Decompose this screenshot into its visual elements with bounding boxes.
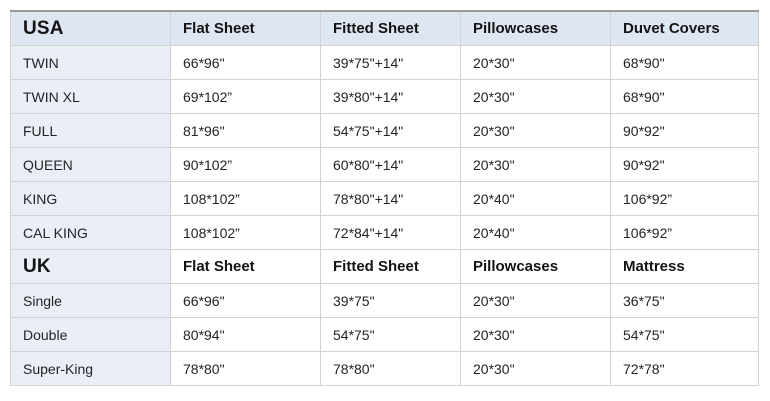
size-cell: 20*40" [460,215,611,250]
uk-header-row: UK Flat Sheet Fitted Sheet Pillowcases M… [10,249,759,284]
size-cell: 20*30" [460,45,611,80]
table-row-full: FULL 81*96" 54*75"+14" 20*30" 90*92" [10,113,759,148]
size-cell: 20*30" [460,79,611,114]
region-header-uk: UK [10,249,171,284]
size-cell: 20*30" [460,317,611,352]
bedding-size-table: USA Flat Sheet Fitted Sheet Pillowcases … [10,10,759,386]
size-cell: 78*80" [170,351,321,386]
row-label-cal-king: CAL KING [10,215,171,250]
table-row-twin: TWIN 66*96" 39*75"+14" 20*30" 68*90" [10,45,759,80]
size-cell: 39*80"+14" [320,79,461,114]
usa-col-header-fitted-sheet: Fitted Sheet [320,10,461,46]
row-label-full: FULL [10,113,171,148]
table-row-cal-king: CAL KING 108*102” 72*84"+14" 20*40" 106*… [10,215,759,250]
size-cell: 60*80"+14" [320,147,461,182]
size-cell: 69*102” [170,79,321,114]
size-cell: 66*96" [170,283,321,318]
size-cell: 66*96" [170,45,321,80]
usa-col-header-flat-sheet: Flat Sheet [170,10,321,46]
row-label-double: Double [10,317,171,352]
size-cell: 20*40" [460,181,611,216]
size-cell: 20*30" [460,147,611,182]
table-row-double: Double 80*94" 54*75" 20*30" 54*75" [10,317,759,352]
size-cell: 54*75" [320,317,461,352]
size-cell: 20*30" [460,283,611,318]
size-cell: 106*92” [610,181,759,216]
row-label-super-king: Super-King [10,351,171,386]
usa-col-header-duvet-covers: Duvet Covers [610,10,759,46]
uk-col-header-pillowcases: Pillowcases [460,249,611,284]
size-cell: 39*75" [320,283,461,318]
size-cell: 80*94" [170,317,321,352]
usa-header-row: USA Flat Sheet Fitted Sheet Pillowcases … [10,10,759,46]
size-cell: 90*92" [610,147,759,182]
size-cell: 39*75"+14" [320,45,461,80]
size-cell: 78*80"+14" [320,181,461,216]
size-cell: 72*78" [610,351,759,386]
row-label-twin-xl: TWIN XL [10,79,171,114]
region-header-usa: USA [10,10,171,46]
row-label-king: KING [10,181,171,216]
table-row-king: KING 108*102” 78*80"+14" 20*40" 106*92” [10,181,759,216]
size-cell: 54*75" [610,317,759,352]
uk-col-header-fitted-sheet: Fitted Sheet [320,249,461,284]
table-row-super-king: Super-King 78*80" 78*80" 20*30" 72*78" [10,351,759,386]
row-label-single: Single [10,283,171,318]
size-cell: 78*80" [320,351,461,386]
size-cell: 108*102” [170,215,321,250]
usa-col-header-pillowcases: Pillowcases [460,10,611,46]
table-row-queen: QUEEN 90*102” 60*80"+14" 20*30" 90*92" [10,147,759,182]
size-cell: 20*30" [460,113,611,148]
size-cell: 72*84"+14" [320,215,461,250]
table-row-twin-xl: TWIN XL 69*102” 39*80"+14" 20*30" 68*90" [10,79,759,114]
uk-col-header-mattress: Mattress [610,249,759,284]
row-label-twin: TWIN [10,45,171,80]
size-cell: 90*102” [170,147,321,182]
size-cell: 20*30" [460,351,611,386]
table-row-single: Single 66*96" 39*75" 20*30" 36*75" [10,283,759,318]
size-cell: 90*92" [610,113,759,148]
size-cell: 68*90" [610,79,759,114]
row-label-queen: QUEEN [10,147,171,182]
size-cell: 106*92” [610,215,759,250]
size-cell: 108*102” [170,181,321,216]
uk-col-header-flat-sheet: Flat Sheet [170,249,321,284]
size-cell: 68*90" [610,45,759,80]
size-cell: 36*75" [610,283,759,318]
size-cell: 54*75"+14" [320,113,461,148]
size-cell: 81*96" [170,113,321,148]
